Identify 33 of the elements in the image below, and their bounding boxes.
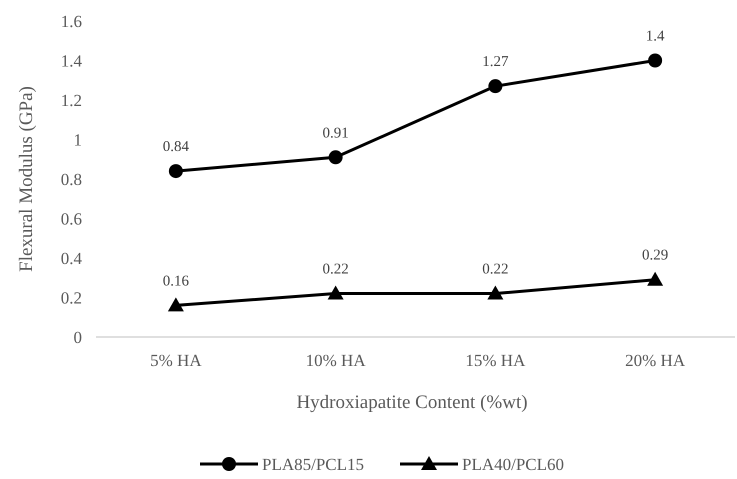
point xyxy=(168,164,183,178)
legend-label: PLA85/PCL15 xyxy=(262,454,364,474)
y-tick-label: 0.6 xyxy=(60,209,82,228)
y-axis-title: Flexural Modulus (GPa) xyxy=(16,86,37,272)
point xyxy=(647,272,664,286)
point xyxy=(328,150,343,164)
x-tick-label: 20% HA xyxy=(625,351,686,370)
data-label: 0.84 xyxy=(162,139,190,156)
y-tick-label: 0.4 xyxy=(60,248,82,268)
data-label: 0.16 xyxy=(162,273,190,290)
y-tick-label: 1 xyxy=(74,130,82,150)
y-tick-label: 1.2 xyxy=(60,90,82,110)
data-label: 0.22 xyxy=(482,262,508,278)
y-tick-label: 1.6 xyxy=(60,12,82,31)
x-tick-label: 15% HA xyxy=(465,351,526,370)
point xyxy=(648,54,662,68)
data-label: 0.29 xyxy=(642,248,668,264)
data-label: 1.27 xyxy=(482,54,509,70)
y-tick-label: 0.8 xyxy=(60,170,82,189)
point xyxy=(168,297,184,312)
y-tick-label: 0.2 xyxy=(60,288,82,308)
x-tick-label: 5% HA xyxy=(150,351,202,370)
x-axis-title: Hydroxiapatite Content (%wt) xyxy=(296,392,528,413)
point xyxy=(487,286,504,300)
point xyxy=(488,79,502,94)
y-tick-label: 1.4 xyxy=(60,51,82,70)
x-tick-label: 10% HA xyxy=(306,351,366,370)
data-label: 0.22 xyxy=(322,262,349,278)
point xyxy=(328,286,344,300)
y-tick-label: 0 xyxy=(74,328,82,347)
data-label: 0.91 xyxy=(322,125,349,142)
data-label: 1.4 xyxy=(646,28,665,44)
legend-label: PLA40/PCL60 xyxy=(462,454,564,474)
